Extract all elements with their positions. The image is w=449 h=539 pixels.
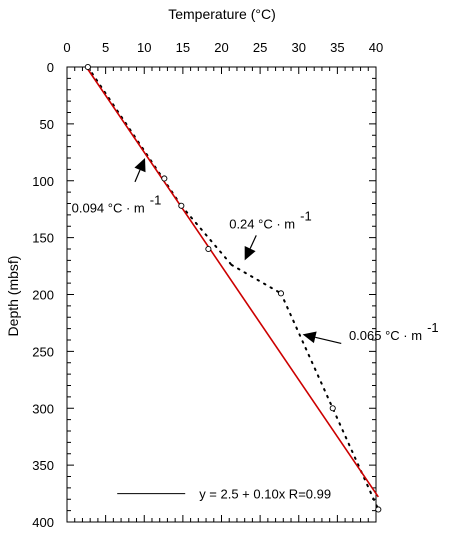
dotted-gradient-segment bbox=[279, 292, 380, 511]
x-tick-label: 25 bbox=[253, 40, 267, 55]
y-tick-label: 150 bbox=[32, 231, 54, 246]
x-tick-label: 15 bbox=[176, 40, 190, 55]
data-point bbox=[161, 175, 168, 182]
x-tick-label: 30 bbox=[292, 40, 306, 55]
y-axis-title: Depth (mbsf) bbox=[5, 256, 21, 337]
dotted-gradient-segment bbox=[86, 66, 183, 207]
x-tick-label: 20 bbox=[214, 40, 228, 55]
x-tick-label: 5 bbox=[102, 40, 109, 55]
gradient-label: 0.24 °C · m bbox=[229, 217, 295, 232]
annotation-arrow-shaft bbox=[134, 169, 141, 183]
x-tick-label: 35 bbox=[330, 40, 344, 55]
plot-data bbox=[84, 63, 382, 513]
data-point bbox=[277, 290, 285, 297]
data-point bbox=[329, 405, 336, 412]
y-tick-label: 400 bbox=[32, 515, 54, 530]
data-point bbox=[84, 63, 91, 71]
y-tick-label: 0 bbox=[47, 60, 54, 75]
gradient-label-exponent: -1 bbox=[150, 193, 162, 208]
data-point bbox=[375, 506, 382, 513]
gradient-label-exponent: -1 bbox=[300, 209, 312, 224]
dotted-gradient-segment bbox=[230, 263, 282, 295]
y-tick-label: 300 bbox=[32, 401, 54, 416]
gradient-label: 0.065 °C · m bbox=[349, 328, 422, 343]
dotted-gradient-segment bbox=[180, 204, 233, 266]
data-point bbox=[205, 245, 212, 253]
gradient-label: 0.094 °C · m bbox=[72, 201, 145, 216]
y-tick-label: 50 bbox=[40, 117, 54, 132]
gradient-label-exponent: -1 bbox=[427, 320, 439, 335]
legend-equation: y = 2.5 + 0.10x R=0.99 bbox=[199, 487, 331, 502]
annotation-arrow-head bbox=[244, 246, 256, 261]
annotations: 0.094 °C · m-10.24 °C · m-10.065 °C · m-… bbox=[72, 158, 439, 502]
data-point bbox=[178, 202, 185, 209]
annotation-arrow-shaft bbox=[315, 336, 342, 344]
annotation-arrow-head bbox=[134, 158, 146, 173]
annotation-arrow-head bbox=[302, 331, 317, 344]
plot-frame bbox=[66, 66, 377, 523]
regression-line bbox=[85, 66, 379, 498]
x-axis-title: Temperature (°C) bbox=[168, 6, 276, 22]
x-tick-label: 40 bbox=[369, 40, 383, 55]
y-tick-label: 100 bbox=[32, 174, 54, 189]
y-tick-label: 350 bbox=[32, 458, 54, 473]
y-tick-label: 250 bbox=[32, 344, 54, 359]
y-tick-label: 200 bbox=[32, 288, 54, 303]
x-tick-label: 0 bbox=[63, 40, 70, 55]
annotation-arrow-shaft bbox=[249, 235, 257, 249]
x-tick-label: 10 bbox=[137, 40, 151, 55]
